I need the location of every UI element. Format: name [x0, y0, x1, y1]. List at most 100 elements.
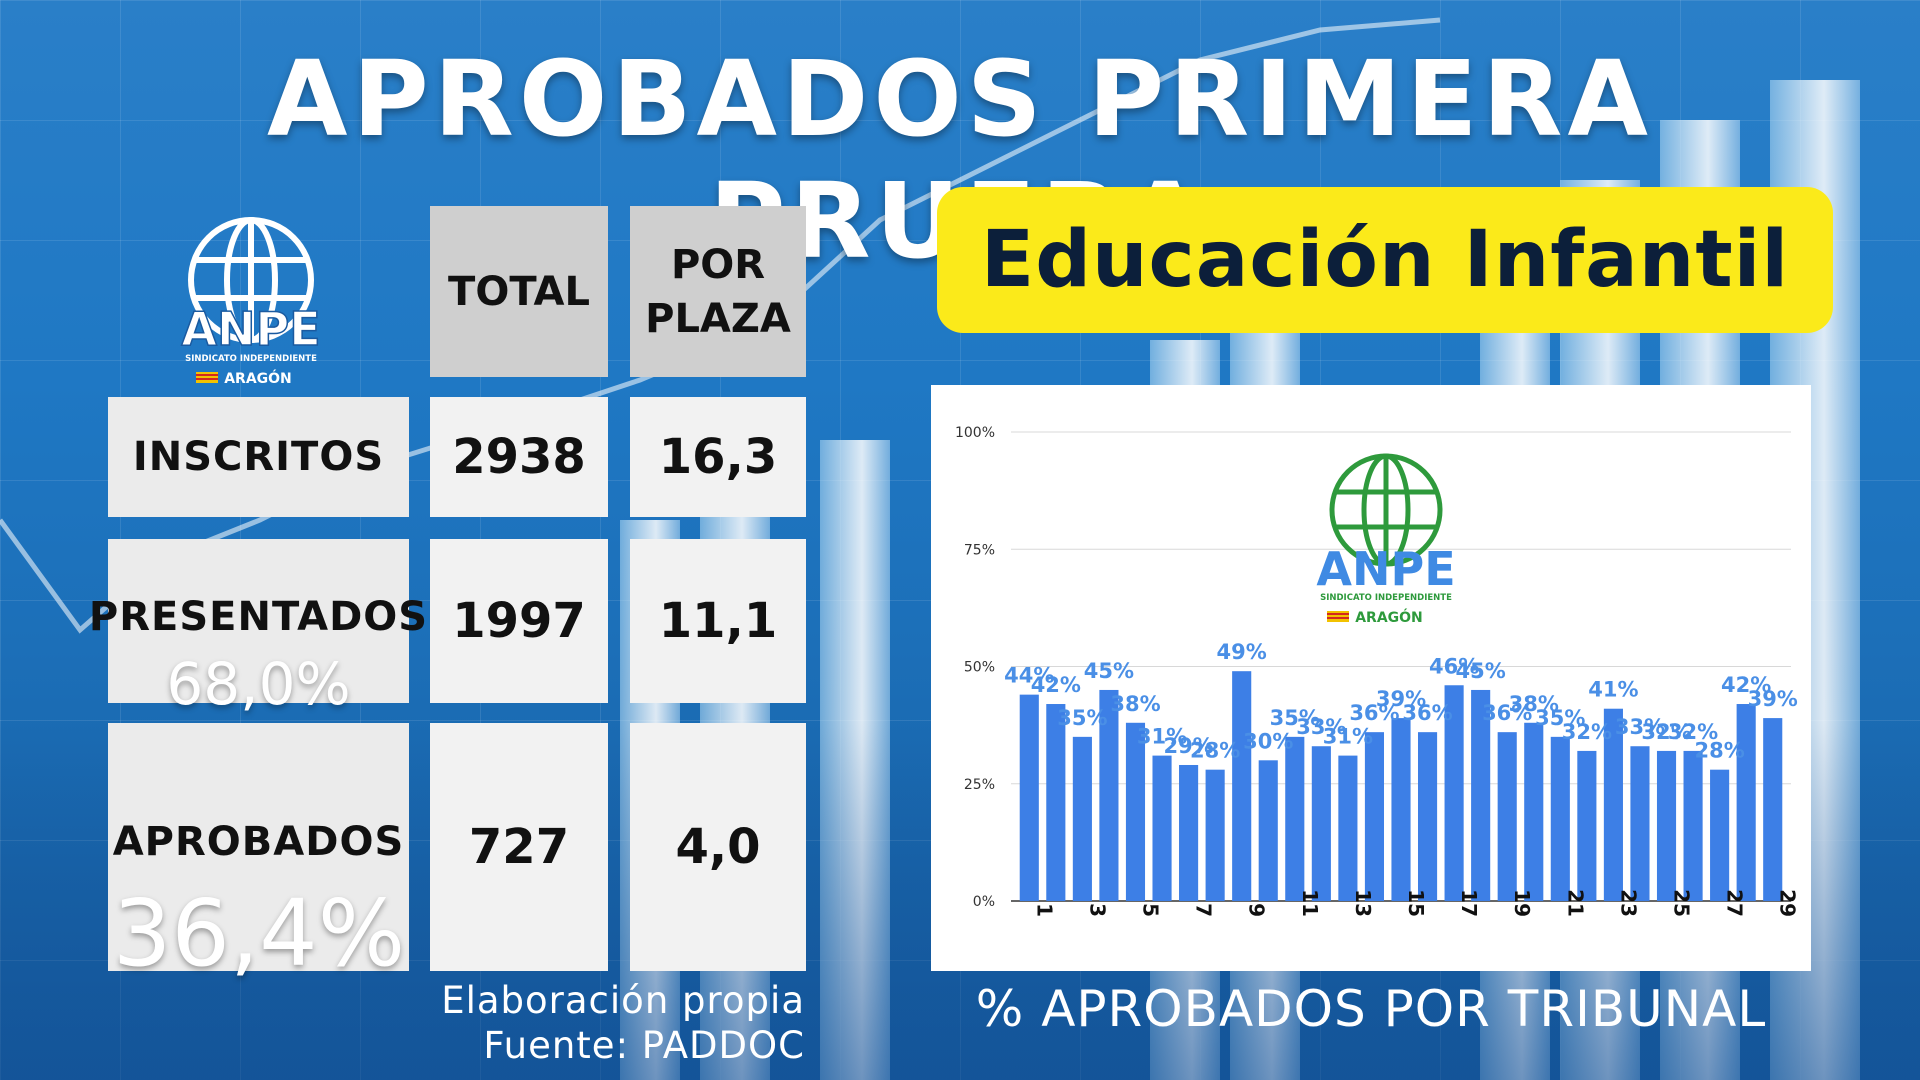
data-label: 35%: [1535, 706, 1585, 730]
bar: [1232, 671, 1252, 901]
bar: [1311, 746, 1331, 901]
data-label: 33%: [1615, 715, 1665, 739]
bar: [1417, 732, 1438, 901]
cell-presentados-total: 1997: [430, 539, 608, 703]
bar: [1630, 746, 1650, 901]
y-tick-label: 100%: [955, 425, 995, 441]
data-label: 44%: [1004, 664, 1054, 688]
y-tick-label: 75%: [964, 542, 995, 558]
logo-tagline: SINDICATO INDEPENDIENTE: [185, 354, 317, 364]
bar: [1736, 704, 1756, 901]
row-label-inscritos: INSCRITOS: [108, 397, 409, 517]
cell-presentados-por-plaza: 11,1: [630, 539, 806, 703]
data-label: 42%: [1721, 673, 1771, 697]
data-label: 46%: [1429, 654, 1479, 678]
bar-chart: 0% 25% 50% 75% 100% ANPE SINDICATO INDEPENDI…: [955, 425, 1800, 917]
header-por-plaza: POR PLAZA: [630, 206, 806, 377]
bar: [1391, 718, 1411, 901]
globe-icon: [188, 217, 314, 343]
x-tick-label: 29: [1776, 889, 1800, 917]
cell-aprobados-total: 727: [430, 723, 608, 971]
data-label: 28%: [1190, 739, 1240, 763]
bar: [1338, 755, 1358, 901]
data-label: 39%: [1748, 687, 1798, 711]
data-label: 32%: [1668, 720, 1718, 744]
header-por-plaza-line1: POR: [670, 241, 766, 288]
header-por-plaza-line2: PLAZA: [645, 295, 791, 342]
x-tick-label: 23: [1616, 889, 1640, 917]
x-tick-label: 25: [1670, 889, 1694, 917]
x-tick-label: 19: [1510, 889, 1534, 917]
chart-panel: 0% 25% 50% 75% 100% ANPE SINDICATO INDEPENDI…: [931, 385, 1811, 971]
data-label: 35%: [1057, 706, 1107, 730]
bar: [1152, 755, 1172, 901]
x-tick-label: 7: [1192, 903, 1216, 917]
x-tick-label: 15: [1404, 889, 1428, 917]
source-note: Elaboración propia Fuente: PADDOC: [441, 978, 805, 1068]
bar: [1497, 732, 1517, 901]
cell-inscritos-total: 2938: [430, 397, 608, 517]
bar: [1763, 718, 1783, 901]
data-label: 32%: [1641, 720, 1691, 744]
data-label: 33%: [1296, 715, 1346, 739]
bar: [1046, 704, 1066, 901]
chart-logo-tagline: SINDICATO INDEPENDIENTE: [1320, 593, 1452, 603]
x-tick-label: 3: [1085, 903, 1109, 917]
x-tick-label: 5: [1138, 903, 1162, 917]
data-label: 42%: [1031, 673, 1081, 697]
x-tick-label: 21: [1563, 889, 1587, 917]
bar: [1179, 764, 1199, 901]
logo-region: ARAGÓN: [224, 369, 292, 387]
logo-name: ANPE: [181, 302, 320, 356]
subtitle-text: Educación Infantil: [980, 215, 1790, 305]
data-label: 28%: [1694, 739, 1744, 763]
presentados-percentage: 68,0%: [166, 650, 351, 718]
bar: [1099, 689, 1119, 901]
chart-logo-region: ARAGÓN: [1355, 608, 1423, 626]
data-label: 32%: [1562, 720, 1612, 744]
aragon-flag-icon: [1327, 611, 1349, 622]
source-line2: Fuente: PADDOC: [483, 1024, 805, 1067]
bar: [1683, 750, 1703, 901]
anpe-chart-logo: ANPE SINDICATO INDEPENDIENTE ARAGÓN: [1316, 453, 1456, 626]
cell-aprobados-por-plaza: 4,0: [630, 723, 806, 971]
bar: [1019, 694, 1039, 901]
row-label-aprobados: APROBADOS: [108, 723, 409, 971]
bar: [1656, 750, 1677, 901]
bar: [1364, 732, 1385, 901]
data-label: 41%: [1588, 678, 1638, 702]
data-label: 36%: [1402, 701, 1452, 725]
data-label: 30%: [1243, 729, 1293, 753]
aragon-flag-icon: [196, 372, 218, 383]
data-label: 38%: [1509, 692, 1559, 716]
anpe-logo: ANPE SINDICATO INDEPENDIENTE ARAGÓN: [181, 217, 321, 387]
x-tick-label: 1: [1032, 903, 1056, 917]
row-label-presentados: PRESENTADOS: [89, 539, 427, 703]
x-tick-label: 13: [1351, 889, 1375, 917]
bar: [1550, 736, 1570, 901]
bar: [1444, 685, 1464, 901]
data-label: 49%: [1217, 640, 1267, 664]
data-label: 39%: [1376, 687, 1426, 711]
data-label: 38%: [1110, 692, 1160, 716]
bar: [1710, 769, 1730, 901]
bar: [1258, 760, 1278, 901]
y-tick-label: 0%: [973, 894, 995, 910]
data-label: 45%: [1084, 659, 1134, 683]
subtitle-banner: Educación Infantil: [937, 187, 1833, 333]
data-label: 36%: [1482, 701, 1532, 725]
cell-inscritos-por-plaza: 16,3: [630, 397, 806, 517]
x-tick-label: 17: [1457, 889, 1481, 917]
bar: [1285, 736, 1305, 901]
data-label: 31%: [1323, 725, 1373, 749]
x-tick-label: 11: [1298, 889, 1322, 917]
globe-icon: [1329, 453, 1443, 567]
source-line1: Elaboración propia: [441, 979, 805, 1022]
bar: [1125, 722, 1146, 901]
bar: [1072, 736, 1092, 901]
bar: [1471, 689, 1491, 901]
bar: [1205, 769, 1225, 901]
x-tick-label: 27: [1723, 889, 1747, 917]
x-tick-label: 9: [1245, 903, 1269, 917]
bar: [1603, 708, 1623, 901]
